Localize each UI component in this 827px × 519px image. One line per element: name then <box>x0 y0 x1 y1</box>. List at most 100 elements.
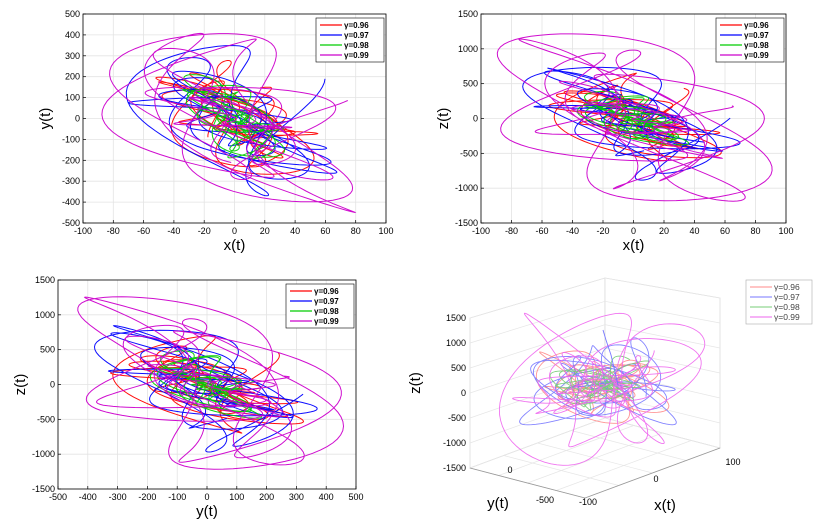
legend-entry-1: γ=0.96 <box>344 21 369 30</box>
legend-entry-1: γ=0.96 <box>314 287 339 296</box>
x-tick-label: -500 <box>49 492 67 502</box>
z-gridline <box>469 324 721 369</box>
x-tick-label: 0 <box>232 226 237 236</box>
x-tick-label: 20 <box>659 226 669 236</box>
x-tick-label: -100 <box>74 226 92 236</box>
x-tick-label: 100 <box>725 457 740 467</box>
z-gridline <box>469 417 721 469</box>
x-axis-label: x(t) <box>654 497 676 514</box>
x-tick-label: 100 <box>229 492 244 502</box>
series-line-2 <box>519 337 677 426</box>
chart-panel-2: -100 -80 -60 -40 -20 0 20 40 60 80 100 1500 1000 500 0… <box>435 9 794 254</box>
legend-entry-4: γ=0.99 <box>314 317 339 326</box>
y-tick-label: -200 <box>62 155 80 165</box>
x-tick-label: 60 <box>720 226 730 236</box>
z-tick-label: -500 <box>448 413 466 423</box>
x-tick-label: -40 <box>167 226 180 236</box>
chart-panel-3: -500 -400 -300 -200 -100 0 100 200 300 400 5001500… <box>12 275 364 519</box>
legend-entry-1: γ=0.96 <box>774 282 800 292</box>
y-tick-label: 0 <box>50 380 55 390</box>
x-tick-label: -60 <box>137 226 150 236</box>
legend-entry-3: γ=0.98 <box>314 307 339 316</box>
x-tick-label: 100 <box>778 226 793 236</box>
x-tick-label: 80 <box>750 226 760 236</box>
x-tick-label: -20 <box>596 226 609 236</box>
y-tick-label: -300 <box>62 176 80 186</box>
legend: γ=0.96γ=0.97γ=0.98γ=0.99 <box>745 279 813 325</box>
y-axis-label: z(t) <box>435 108 452 130</box>
y-tick-label: -500 <box>460 148 478 158</box>
y-tick-label: -100 <box>62 134 80 144</box>
y-axis-label: y(t) <box>37 108 54 130</box>
legend-entry-3: γ=0.98 <box>344 41 369 50</box>
x-tick-label: -300 <box>109 492 127 502</box>
legend-entry-3: γ=0.98 <box>744 41 769 50</box>
y-tick-label: 1000 <box>458 44 478 54</box>
z-gridline <box>469 300 721 344</box>
legend: γ=0.96γ=0.97γ=0.98γ=0.99 <box>715 17 785 63</box>
legend-entry-4: γ=0.99 <box>774 312 800 322</box>
y-tick-label: -1000 <box>32 449 55 459</box>
chart-panel-4: 150010005000-500-1000-1500-5000-1000100y… <box>407 277 813 514</box>
y-tick-label: -500 <box>37 414 55 424</box>
y-tick-label: 500 <box>65 9 80 19</box>
x-tick-label: 0 <box>204 492 209 502</box>
x-tick-label: 40 <box>689 226 699 236</box>
x-tick-label: -40 <box>566 226 579 236</box>
y-tick-label: 300 <box>65 51 80 61</box>
y-tick-label: 0 <box>507 465 512 475</box>
x-tick-label: 20 <box>260 226 270 236</box>
z-gridline <box>469 277 721 319</box>
series-line-3 <box>181 74 286 160</box>
legend-entry-4: γ=0.99 <box>744 51 769 60</box>
z-tick-label: -1500 <box>443 463 466 473</box>
y-axis-label: y(t) <box>487 495 509 512</box>
legend-entry-3: γ=0.98 <box>774 302 800 312</box>
x-tick-label: 40 <box>290 226 300 236</box>
x-tick-label: 500 <box>348 492 363 502</box>
x-tick-label: 60 <box>320 226 330 236</box>
y-tick-label: 500 <box>40 345 55 355</box>
z-tick-label: -1000 <box>443 438 466 448</box>
trajectory-spike <box>602 329 619 386</box>
series-line-4 <box>498 312 706 466</box>
series-line-3 <box>549 355 650 411</box>
x-tick-label: -100 <box>472 226 490 236</box>
x-tick-label: -100 <box>168 492 186 502</box>
y-tick-label: -1500 <box>455 218 478 228</box>
legend-entry-2: γ=0.97 <box>344 31 369 40</box>
y-axis-label: z(t) <box>12 374 29 396</box>
floor-gridline <box>571 430 687 461</box>
x-tick-label: 200 <box>259 492 274 502</box>
y-tick-label: 1000 <box>35 310 55 320</box>
x-axis-label: y(t) <box>196 503 218 519</box>
x-tick-label: 0 <box>631 226 636 236</box>
floor-gridline <box>537 442 653 474</box>
x-tick-label: 300 <box>289 492 304 502</box>
y-tick-label: -500 <box>536 495 554 505</box>
y-axis-edge <box>469 467 586 499</box>
y-tick-label: -1500 <box>32 484 55 494</box>
x-tick-label: -80 <box>505 226 518 236</box>
x-tick-label: -200 <box>138 492 156 502</box>
x-tick-label: 0 <box>653 474 658 484</box>
x-tick-label: -100 <box>579 497 597 507</box>
z-axis-label: z(t) <box>407 372 424 394</box>
legend-entry-2: γ=0.97 <box>314 297 339 306</box>
x-axis-label: x(t) <box>623 237 645 254</box>
legend-entry-4: γ=0.99 <box>344 51 369 60</box>
x-tick-label: 400 <box>319 492 334 502</box>
x-tick-label: -60 <box>535 226 548 236</box>
z-gridline <box>469 347 721 394</box>
legend: γ=0.96γ=0.97γ=0.98γ=0.99 <box>315 17 385 63</box>
x-axis-label: x(t) <box>224 237 246 254</box>
y-tick-label: 500 <box>463 79 478 89</box>
z-tick-label: 1000 <box>446 338 466 348</box>
z-gridline <box>469 394 721 444</box>
x-tick-label: -20 <box>198 226 211 236</box>
y-tick-label: 0 <box>473 114 478 124</box>
legend: γ=0.96γ=0.97γ=0.98γ=0.99 <box>285 283 355 329</box>
series-line-4 <box>496 33 773 202</box>
legend-entry-1: γ=0.96 <box>744 21 769 30</box>
y-tick-label: 0 <box>75 114 80 124</box>
